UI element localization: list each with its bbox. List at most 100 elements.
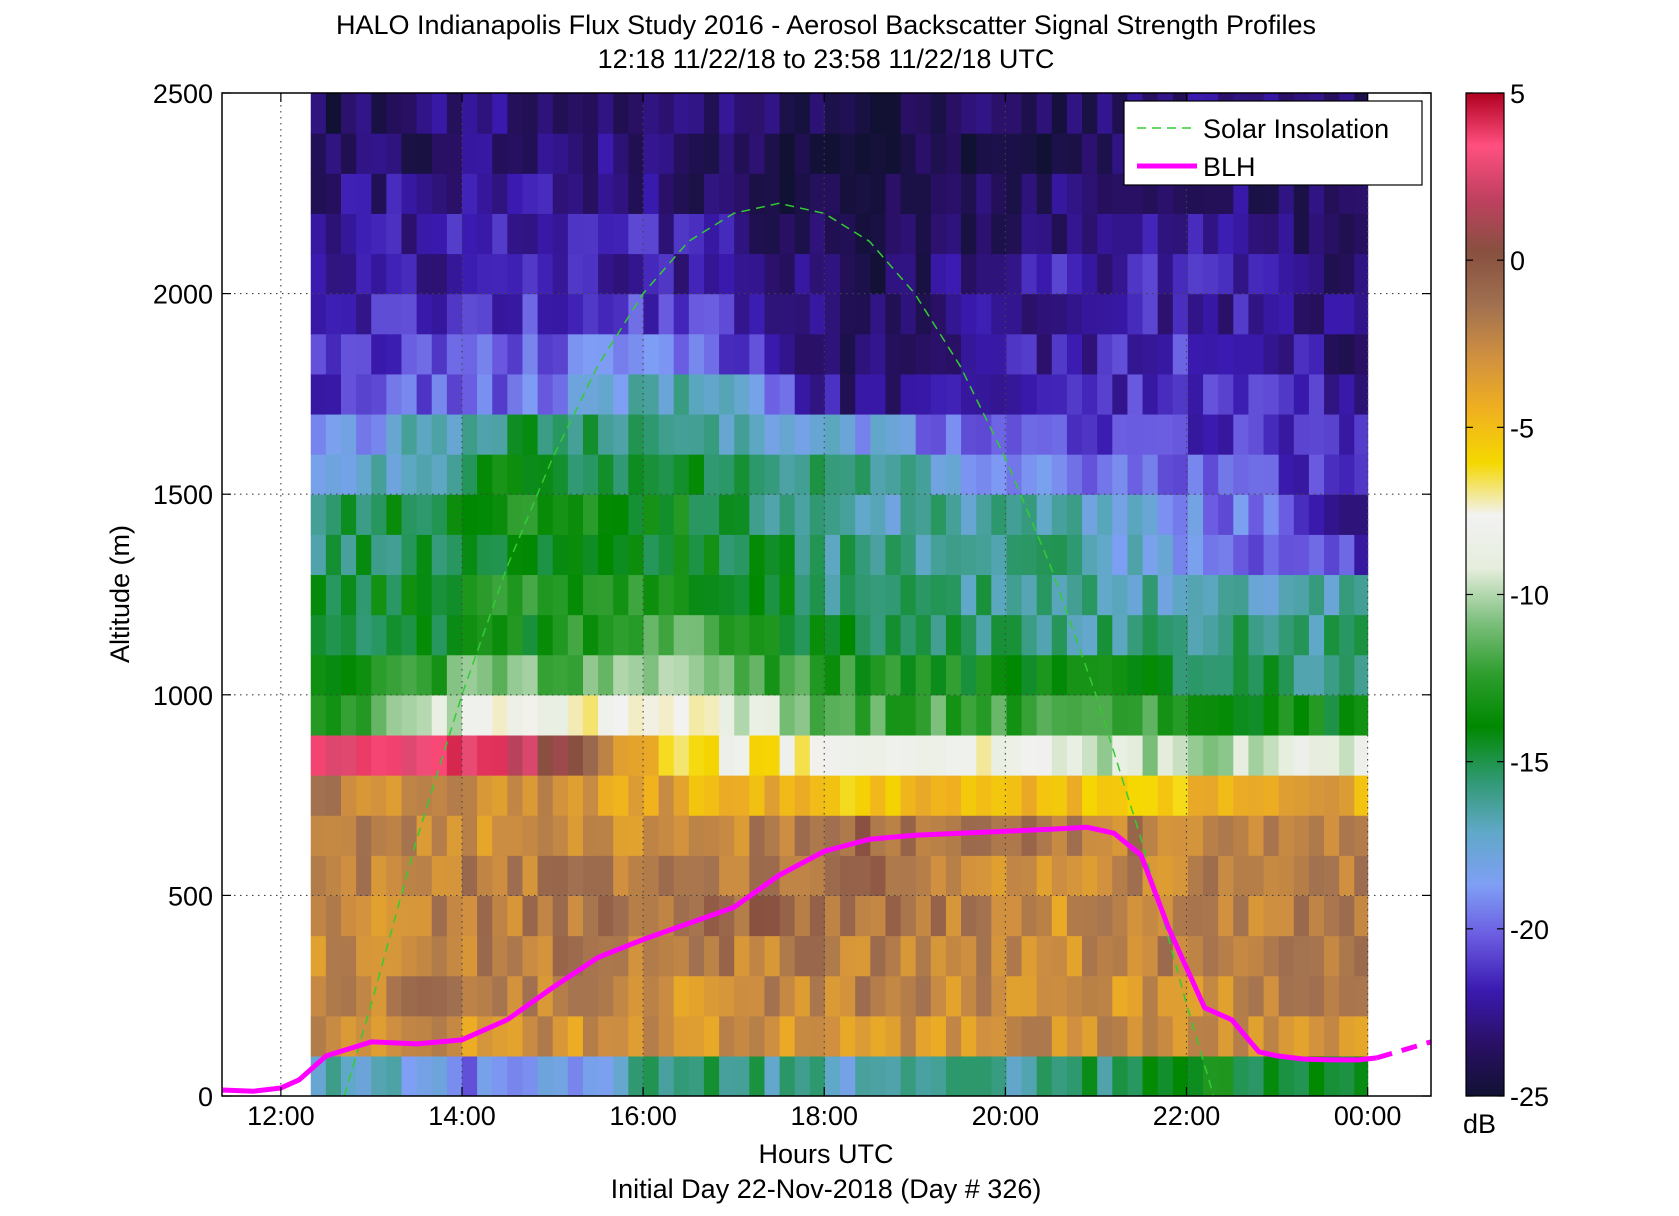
heatmap-cell	[1293, 333, 1310, 375]
heatmap-cell	[613, 454, 629, 495]
heatmap-cell	[1203, 1055, 1219, 1096]
heatmap-cell	[915, 694, 932, 736]
heatmap-cell	[643, 494, 660, 535]
heatmap-cell	[719, 253, 735, 295]
heatmap-cell	[885, 614, 902, 656]
heatmap-cell	[1293, 815, 1310, 856]
heatmap-cell	[341, 935, 357, 977]
heatmap-cell	[1324, 775, 1340, 816]
heatmap-cell	[749, 494, 766, 535]
heatmap-cell	[673, 574, 690, 616]
heatmap-cell	[855, 534, 871, 576]
heatmap-cell	[1354, 253, 1369, 295]
heatmap-cell	[764, 213, 781, 255]
heatmap-cell	[779, 293, 796, 335]
heatmap-cell	[341, 173, 357, 214]
heatmap-cell	[643, 694, 660, 736]
heatmap-cell	[915, 133, 932, 174]
heatmap-cell	[567, 574, 584, 616]
heatmap-cell	[703, 574, 720, 616]
heatmap-cell	[1263, 734, 1280, 776]
heatmap-cell	[1218, 494, 1234, 535]
heatmap-cell	[703, 1015, 720, 1057]
heatmap-cell	[976, 574, 992, 616]
heatmap-cell	[824, 654, 841, 696]
heatmap-cell	[492, 373, 508, 415]
heatmap-cell	[628, 1055, 645, 1096]
heatmap-cell	[1278, 574, 1295, 616]
heatmap-cell	[1157, 654, 1174, 696]
heatmap-cell	[749, 173, 766, 214]
heatmap-cell	[1097, 574, 1113, 616]
heatmap-cell	[961, 614, 977, 656]
heatmap-cell	[1097, 373, 1113, 415]
heatmap-cell	[1248, 654, 1265, 696]
heatmap-cell	[325, 694, 342, 736]
heatmap-cell	[416, 654, 433, 696]
heatmap-cell	[749, 133, 766, 174]
heatmap-cell	[900, 253, 917, 295]
heatmap-cell	[809, 574, 826, 616]
heatmap-cell	[1127, 775, 1144, 816]
heatmap-cell	[749, 694, 766, 736]
heatmap-cell	[764, 1015, 781, 1057]
heatmap-cell	[1324, 614, 1340, 656]
heatmap-cell	[809, 293, 826, 335]
heatmap-cell	[1308, 734, 1325, 776]
heatmap-cell	[1157, 855, 1174, 896]
heatmap-cell	[386, 213, 403, 255]
heatmap-cell	[870, 93, 887, 134]
heatmap-cell	[1066, 975, 1083, 1017]
heatmap-cell	[1263, 614, 1280, 656]
heatmap-cell	[945, 1015, 962, 1057]
heatmap-cell	[356, 734, 372, 776]
heatmap-cell	[1233, 855, 1250, 896]
heatmap-cell	[1021, 614, 1038, 656]
heatmap-cell	[461, 413, 478, 455]
heatmap-cell	[900, 133, 917, 174]
heatmap-cell	[1187, 614, 1204, 656]
heatmap-cell	[658, 855, 675, 896]
heatmap-cell	[824, 1015, 841, 1057]
heatmap-cell	[1218, 694, 1234, 736]
chart-title: HALO Indianapolis Flux Study 2016 - Aero…	[336, 10, 1316, 40]
heatmap-cell	[870, 173, 887, 214]
heatmap-cell	[1082, 855, 1098, 896]
heatmap-cell	[582, 694, 599, 736]
heatmap-cell	[658, 775, 675, 816]
heatmap-cell	[1339, 895, 1355, 937]
heatmap-cell	[1218, 975, 1234, 1017]
heatmap-cell	[1172, 1055, 1189, 1096]
heatmap-cell	[1233, 815, 1250, 856]
heatmap-cell	[310, 815, 327, 856]
heatmap-cell	[371, 133, 387, 174]
heatmap-cell	[356, 935, 372, 977]
heatmap-cell	[598, 373, 614, 415]
heatmap-cell	[446, 213, 463, 255]
heatmap-cell	[401, 614, 418, 656]
heatmap-cell	[461, 494, 478, 535]
heatmap-cell	[658, 333, 675, 375]
heatmap-cell	[356, 373, 372, 415]
heatmap-cell	[1142, 253, 1159, 295]
heatmap-cell	[1293, 373, 1310, 415]
heatmap-cell	[1218, 775, 1234, 816]
heatmap-cell	[961, 975, 977, 1017]
heatmap-cell	[855, 855, 871, 896]
heatmap-cell	[522, 494, 539, 535]
heatmap-cell	[1203, 574, 1219, 616]
heatmap-cell	[1172, 574, 1189, 616]
heatmap-cell	[779, 694, 796, 736]
heatmap-cell	[1112, 614, 1129, 656]
heatmap-cell	[582, 1015, 599, 1057]
heatmap-cell	[900, 775, 917, 816]
heatmap-cell	[1233, 895, 1250, 937]
heatmap-cell	[1263, 454, 1280, 495]
heatmap-cell	[1066, 1015, 1083, 1057]
heatmap-cell	[1097, 775, 1113, 816]
heatmap-cell	[673, 614, 690, 656]
heatmap-cell	[325, 413, 342, 455]
heatmap-cell	[386, 654, 403, 696]
heatmap-cell	[991, 975, 1008, 1017]
heatmap-cell	[824, 775, 841, 816]
